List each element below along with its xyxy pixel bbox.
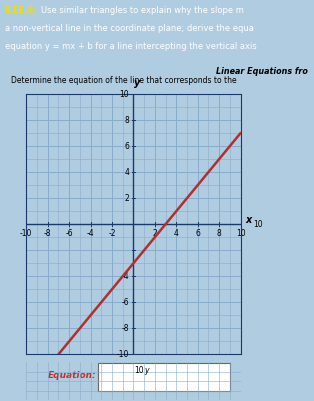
Text: Determine the equation of the line that corresponds to the: Determine the equation of the line that … xyxy=(11,76,236,85)
Text: -6: -6 xyxy=(65,229,73,239)
Text: y: y xyxy=(144,366,149,375)
Text: 10: 10 xyxy=(134,366,143,375)
Text: 8: 8 xyxy=(124,115,129,125)
Text: 10: 10 xyxy=(253,220,263,229)
Text: equation y = mx + b for a line intercepting the vertical axis: equation y = mx + b for a line intercept… xyxy=(5,42,257,51)
Text: 8.EE.6:: 8.EE.6: xyxy=(5,6,37,16)
Text: 4: 4 xyxy=(174,229,179,239)
FancyBboxPatch shape xyxy=(98,363,230,391)
Text: -4: -4 xyxy=(122,272,129,281)
Text: -8: -8 xyxy=(122,324,129,333)
Text: 6: 6 xyxy=(195,229,200,239)
Text: 2: 2 xyxy=(124,194,129,203)
Text: -8: -8 xyxy=(44,229,51,239)
Text: 2: 2 xyxy=(152,229,157,239)
Text: a non-vertical line in the coordinate plane; derive the equa: a non-vertical line in the coordinate pl… xyxy=(5,24,254,33)
Text: -10: -10 xyxy=(117,350,129,359)
Text: 6: 6 xyxy=(124,142,129,151)
Text: -4: -4 xyxy=(87,229,94,239)
Text: -10: -10 xyxy=(20,229,32,239)
Text: 4: 4 xyxy=(124,168,129,177)
Text: Equation:: Equation: xyxy=(48,371,96,380)
Text: -2: -2 xyxy=(108,229,116,239)
Text: -6: -6 xyxy=(122,298,129,307)
Text: 10: 10 xyxy=(236,229,245,239)
Text: 8: 8 xyxy=(217,229,221,239)
Text: Linear Equations fro: Linear Equations fro xyxy=(216,67,308,76)
Text: 10: 10 xyxy=(119,89,129,99)
Text: Use similar triangles to explain why the slope m: Use similar triangles to explain why the… xyxy=(41,6,244,16)
Text: y: y xyxy=(134,77,140,87)
Text: x: x xyxy=(246,215,252,225)
